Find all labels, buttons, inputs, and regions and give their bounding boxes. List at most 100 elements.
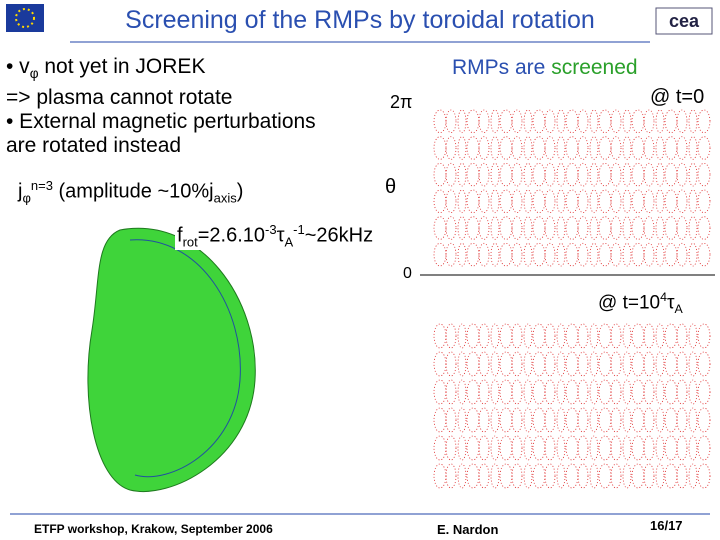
island (544, 379, 556, 405)
island (523, 109, 533, 134)
island (544, 162, 556, 187)
island (556, 407, 566, 433)
island (622, 109, 632, 134)
island (631, 323, 645, 349)
island (478, 216, 490, 240)
text: ) (236, 180, 244, 203)
island (466, 407, 480, 433)
island (610, 379, 622, 405)
island (589, 109, 599, 134)
island (544, 407, 556, 433)
island (511, 323, 523, 349)
island (688, 351, 698, 377)
text: @ t=10 (598, 292, 661, 314)
island (544, 189, 556, 214)
island (457, 216, 467, 240)
island (565, 463, 579, 489)
island (556, 136, 566, 160)
island (676, 109, 688, 134)
island (643, 189, 655, 214)
axis-label: θ (385, 176, 397, 198)
island (589, 407, 599, 433)
island (610, 351, 622, 377)
island (457, 435, 467, 461)
island (511, 435, 523, 461)
island (655, 351, 665, 377)
island (631, 435, 645, 461)
island (697, 162, 711, 187)
island (499, 379, 513, 405)
island (478, 136, 490, 160)
island (544, 136, 556, 160)
island (544, 351, 556, 377)
island (577, 189, 589, 214)
island (457, 463, 467, 489)
island (676, 323, 688, 349)
island (577, 351, 589, 377)
island (511, 162, 523, 187)
island (598, 242, 612, 267)
island (445, 136, 457, 160)
title: Screening of the RMPs by toroidal rotati… (125, 6, 595, 34)
island (589, 351, 599, 377)
island (688, 463, 698, 489)
island (532, 136, 546, 160)
island (697, 379, 711, 405)
island (511, 242, 523, 267)
island (643, 162, 655, 187)
island (532, 109, 546, 134)
island (490, 379, 500, 405)
island (676, 216, 688, 240)
island (664, 407, 678, 433)
island (457, 242, 467, 267)
island (499, 407, 513, 433)
island (499, 242, 513, 267)
island (697, 435, 711, 461)
island (622, 323, 632, 349)
island (589, 216, 599, 240)
island (490, 407, 500, 433)
island (610, 136, 622, 160)
island (631, 136, 645, 160)
island (643, 109, 655, 134)
island (631, 162, 645, 187)
island (499, 216, 513, 240)
island (457, 351, 467, 377)
island (478, 435, 490, 461)
island (478, 407, 490, 433)
text: not yet in JOREK (38, 55, 206, 78)
island (445, 323, 457, 349)
bullet: => plasma cannot rotate (6, 86, 233, 110)
footer-left: ETFP workshop, Krakow, September 2006 (34, 522, 273, 536)
island (565, 216, 579, 240)
island (655, 189, 665, 214)
island (688, 189, 698, 214)
island (433, 323, 447, 349)
island (688, 323, 698, 349)
island (490, 216, 500, 240)
island (433, 162, 447, 187)
island (556, 216, 566, 240)
island (610, 189, 622, 214)
island (664, 242, 678, 267)
island (499, 435, 513, 461)
island (478, 379, 490, 405)
island (643, 351, 655, 377)
island (631, 242, 645, 267)
island (631, 407, 645, 433)
island (490, 463, 500, 489)
island (433, 379, 447, 405)
island (565, 351, 579, 377)
island (556, 162, 566, 187)
island (643, 242, 655, 267)
island (490, 189, 500, 214)
plasma-image (87, 227, 256, 492)
island (589, 463, 599, 489)
island (445, 216, 457, 240)
island (499, 136, 513, 160)
island (433, 463, 447, 489)
island (478, 351, 490, 377)
island (445, 407, 457, 433)
island (577, 242, 589, 267)
